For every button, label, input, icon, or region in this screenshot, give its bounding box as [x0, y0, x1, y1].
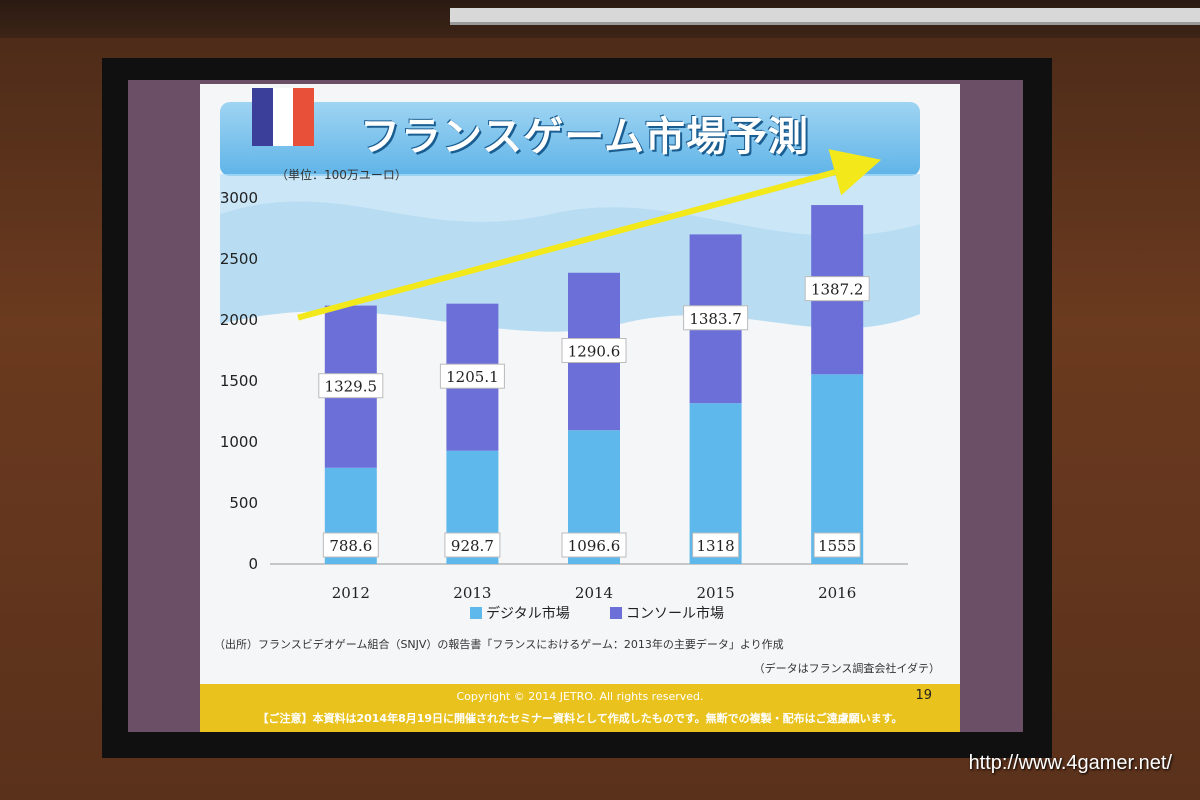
- slide: フランスゲーム市場予測 （単位：100万ユーロ） 0 500 1000 1500 200…: [200, 84, 960, 732]
- slide-title: フランスゲーム市場予測: [360, 114, 809, 160]
- data-label: 1555: [818, 537, 856, 555]
- y-tick-label: 2000: [220, 311, 258, 329]
- y-tick-label: 0: [248, 555, 258, 573]
- copyright-text: Copyright © 2014 JETRO. All rights reser…: [456, 690, 704, 703]
- unit-label: （単位：100万ユーロ）: [276, 168, 407, 182]
- data-label: 788.6: [329, 537, 372, 555]
- data-label: 1329.5: [325, 378, 378, 396]
- data-label: 1096.6: [568, 537, 621, 555]
- data-label-box: [692, 532, 740, 558]
- watermark-url: http://www.4gamer.net/: [968, 752, 1172, 774]
- france-flag-icon: [252, 88, 315, 146]
- source-note: （出所）フランスビデオゲーム組合（SNJV）の報告書「フランスにおけるゲーム：2…: [214, 638, 784, 651]
- footer-bar: Copyright © 2014 JETRO. All rights reser…: [200, 684, 960, 732]
- y-tick-label: 500: [229, 494, 258, 512]
- y-tick-label: 1500: [220, 372, 258, 390]
- data-label-box: [561, 532, 627, 558]
- data-label-box: [683, 305, 749, 331]
- decorative-wave: [220, 174, 920, 332]
- legend-label: コンソール市場: [626, 605, 724, 622]
- y-tick-label: 2500: [220, 250, 258, 268]
- data-label: 1290.6: [568, 342, 621, 360]
- page-number: 19: [915, 688, 932, 703]
- screen-rail: [450, 8, 1200, 25]
- data-label-box: [804, 276, 870, 302]
- bar-digital: [811, 374, 864, 564]
- y-tick-label: 3000: [220, 189, 258, 207]
- x-tick-label: 2013: [453, 584, 491, 602]
- legend-swatch: [470, 607, 482, 619]
- data-label-box: [318, 373, 384, 399]
- data-label: 1383.7: [689, 310, 742, 328]
- notice-text: 【ご注意】本資料は2014年8月19日に開催されたセミナー資料として作成したもの…: [257, 712, 903, 725]
- data-label-box: [439, 363, 505, 389]
- data-label-box: [444, 532, 501, 558]
- data-label: 1205.1: [446, 368, 499, 386]
- x-tick-label: 2016: [818, 584, 856, 602]
- data-label: 1387.2: [811, 281, 864, 299]
- data-label-box: [813, 532, 861, 558]
- x-tick-label: 2014: [575, 584, 613, 602]
- title-banner: [220, 102, 920, 176]
- y-tick-label: 1000: [220, 433, 258, 451]
- data-label: 928.7: [451, 537, 494, 555]
- x-tick-label: 2015: [697, 584, 735, 602]
- data-label-box: [561, 337, 627, 363]
- legend-label: デジタル市場: [486, 605, 570, 622]
- trend-arrow: [297, 149, 882, 321]
- legend-swatch: [610, 607, 622, 619]
- stacked-bar-chart: 0 500 1000 1500 2000 2500 3000 788.6 1329.5 2012 9…: [220, 149, 908, 622]
- data-label-box: [322, 532, 379, 558]
- data-label: 1318: [697, 537, 735, 555]
- x-tick-label: 2012: [332, 584, 370, 602]
- data-credit: （データはフランス調査会社イダテ）: [753, 662, 940, 675]
